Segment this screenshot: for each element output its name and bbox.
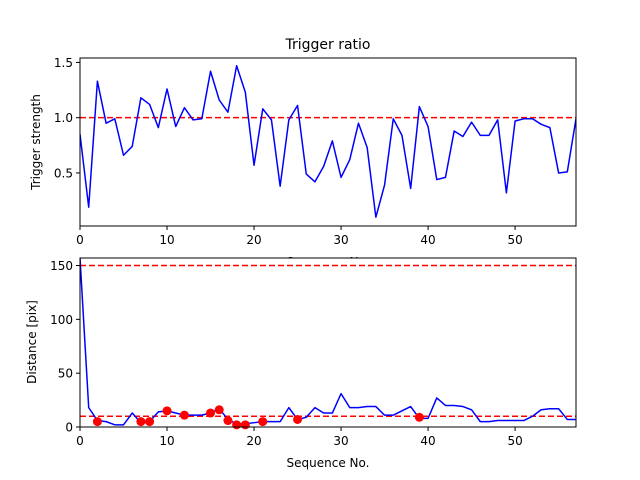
bottom-chart-y-tick-label: 150 xyxy=(50,259,73,273)
top-chart-frame xyxy=(79,57,577,227)
top-chart-y-tick-label: 1.5 xyxy=(54,56,73,70)
top-chart-x-tick-label: 40 xyxy=(420,233,435,247)
top-chart-series-line xyxy=(80,64,576,218)
bottom-chart-marker-point xyxy=(232,420,242,430)
bottom-chart-y-tick-label: 0 xyxy=(65,421,73,435)
top-chart-ylabel: Trigger strength xyxy=(29,94,43,191)
bottom-chart-marker-point xyxy=(293,414,303,424)
bottom-chart-marker-point xyxy=(240,420,250,430)
bottom-chart-x-tick-label: 0 xyxy=(76,434,84,448)
bottom-chart-x-tick-label: 40 xyxy=(420,434,435,448)
top-chart-y-tick-label: 1.0 xyxy=(54,111,73,125)
bottom-chart-x-tick-label: 20 xyxy=(246,434,261,448)
bottom-chart-marker-point xyxy=(214,405,224,415)
bottom-chart-marker-point xyxy=(414,412,424,422)
bottom-chart-marker-point xyxy=(206,408,216,418)
bottom-chart-y-tick-label: 100 xyxy=(50,313,73,327)
bottom-chart-marker-point xyxy=(223,416,233,426)
bottom-chart-ylabel: Distance [pix] xyxy=(25,300,39,384)
bottom-chart-x-tick-label: 10 xyxy=(159,434,174,448)
bottom-chart-marker-point xyxy=(145,417,155,427)
top-chart-x-tick-label: 0 xyxy=(76,233,84,247)
top-chart-x-tick-label: 10 xyxy=(159,233,174,247)
bottom-chart-frame xyxy=(79,257,577,428)
top-chart-y-tick-label: 0.5 xyxy=(54,166,73,180)
bottom-chart-x-tick-label: 50 xyxy=(507,434,522,448)
bottom-chart-marker-point xyxy=(162,406,172,416)
bottom-chart-x-tick-label: 30 xyxy=(333,434,348,448)
top-chart: Trigger ratio 0 10 20 30 40 50 0.5 1.0 1.5 Trigg… xyxy=(29,37,577,269)
top-chart-x-tick-label: 20 xyxy=(246,233,261,247)
top-chart-x-tick-label: 30 xyxy=(333,233,348,247)
bottom-chart-y-tick-label: 50 xyxy=(58,367,73,381)
bottom-chart-marker-point xyxy=(179,410,189,420)
top-chart-x-tick-label: 50 xyxy=(507,233,522,247)
bottom-chart-marker-point xyxy=(136,417,146,427)
bottom-chart: 0 10 20 30 40 50 0 50 100 150 Distance [pix] Sequ… xyxy=(25,257,577,470)
bottom-chart-xlabel: Sequence No. xyxy=(287,456,370,470)
bottom-chart-marker-point xyxy=(258,417,268,427)
bottom-chart-marker-point xyxy=(92,417,102,427)
top-chart-title: Trigger ratio xyxy=(284,37,370,53)
bottom-chart-background xyxy=(80,258,576,427)
